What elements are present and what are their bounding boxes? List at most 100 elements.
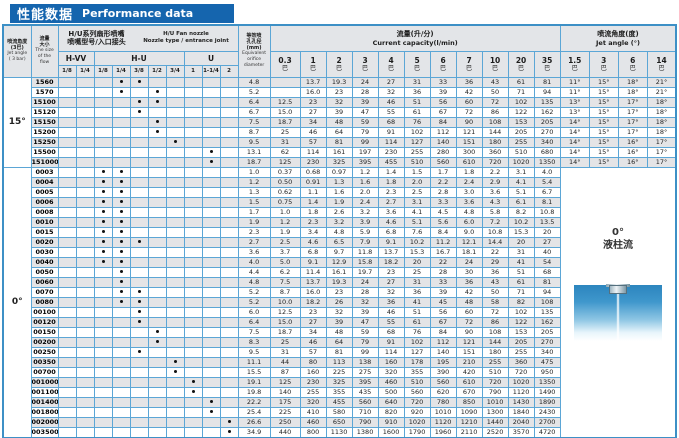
- capacity-cell: 27: [377, 76, 405, 88]
- capacity-cell: 2520: [481, 426, 509, 438]
- jet-angle-block-header: 喷流角度(度) Jet angle (°): [559, 24, 677, 52]
- nozzle-joint-cell: [75, 376, 95, 388]
- nozzle-joint-cell: [183, 416, 203, 428]
- capacity-cell: 94: [533, 86, 561, 98]
- capacity-cell: 58: [481, 296, 509, 308]
- nozzle-joint-cell: [75, 136, 95, 148]
- capacity-cell: 94: [533, 286, 561, 298]
- nozzle-joint-cell: [183, 316, 203, 328]
- nozzle-joint-cell: [201, 326, 221, 338]
- nozzle-joint-cell: [129, 136, 149, 148]
- capacity-cell: 81: [533, 276, 561, 288]
- nozzle-type-block-header: H/U系列扇形喷嘴 喷嘴型号/入口接头 H/U Fan nozzle Nozzl…: [57, 24, 239, 52]
- jet-angle-cell: 14°: [559, 116, 590, 128]
- selection-dot: [173, 140, 177, 144]
- nozzle-joint-cell: [57, 76, 77, 88]
- capacity-cell: 61: [403, 106, 431, 118]
- selection-dot: [155, 100, 159, 104]
- capacity-cell: 48: [455, 296, 483, 308]
- capacity-cell: 3.2: [325, 216, 353, 228]
- pressure-value: 6: [630, 55, 636, 65]
- nozzle-joint-cell: [93, 146, 113, 158]
- capacity-cell: 3.2: [351, 206, 379, 218]
- capacity-cell: 1350: [533, 376, 561, 388]
- flow-size-cell: 0004: [30, 176, 59, 188]
- jet-pressure-header-1.5: 1.5 巴: [559, 50, 590, 78]
- nozzle-joint-cell: [93, 76, 113, 88]
- capacity-cell: 57: [299, 136, 327, 148]
- selection-dot: [101, 210, 105, 214]
- capacity-cell: 55: [377, 316, 405, 328]
- nozzle-joint-cell: [183, 126, 203, 138]
- capacity-cell: 24: [455, 256, 483, 268]
- capacity-cell: 11.8: [351, 246, 379, 258]
- nozzle-joint-cell: [75, 106, 95, 118]
- capacity-cell: 135: [533, 306, 561, 318]
- capacity-cell: 48: [325, 326, 353, 338]
- orifice-diameter-cell: 1.7: [237, 206, 271, 218]
- table-row: 001100 19.8 140 255 355 435 500 560 620 670 790 112…: [3, 386, 676, 398]
- nozzle-joint-cell: [147, 196, 167, 208]
- table-row: 15° 1560 4.8 13.7 19.3 24 27 31 33 36 43 61 81 11° 15°…: [2, 76, 677, 168]
- capacity-cell: 255: [507, 136, 535, 148]
- nozzle-joint-cell: [219, 196, 239, 208]
- orifice-diameter-cell: 1.5: [237, 196, 271, 208]
- capacity-cell: 112: [429, 336, 457, 348]
- capacity-cell: 270: [533, 336, 561, 348]
- capacity-cell: 0.75: [269, 196, 301, 208]
- nozzle-joint-cell: [75, 236, 95, 248]
- nozzle-joint-cell: [93, 126, 113, 138]
- nozzle-joint-cell: [219, 146, 239, 158]
- capacity-cell: 60: [455, 96, 483, 108]
- capacity-cell: 12.1: [455, 236, 483, 248]
- capacity-cell: 31: [269, 346, 301, 358]
- nozzle-joint-cell: [201, 96, 221, 108]
- capacity-cell: 6.2: [269, 266, 301, 278]
- flow-size-cell: 00700: [30, 366, 59, 378]
- nozzle-joint-cell: [201, 416, 221, 428]
- capacity-cell: 9.1: [299, 256, 327, 268]
- nozzle-joint-cell: [147, 96, 167, 108]
- nozzle-joint-cell: [219, 276, 239, 288]
- straight-jet-panel-content: 0° 液柱流: [561, 168, 675, 341]
- nozzle-joint-cell: [165, 416, 185, 428]
- joint-size-header-U-1-1/4: 1-1/4: [201, 64, 221, 78]
- nozzle-joint-cell: [57, 356, 77, 368]
- capacity-cell: 42: [455, 286, 483, 298]
- capacity-cell: 27: [377, 276, 405, 288]
- selection-dot: [119, 230, 123, 234]
- orifice-diameter-cell: 1.2: [237, 176, 271, 188]
- flow-size-cell: 00200: [30, 336, 59, 348]
- nozzle-joint-cell: [111, 96, 131, 108]
- nozzle-joint-cell: [219, 406, 239, 418]
- capacity-cell: 1010: [429, 406, 457, 418]
- nozzle-joint-cell: [201, 136, 221, 148]
- capacity-cell: 500: [377, 386, 405, 398]
- capacity-cell: 22: [429, 256, 457, 268]
- nozzle-stream: [616, 293, 620, 341]
- capacity-cell: 72: [455, 316, 483, 328]
- capacity-cell: [269, 86, 301, 98]
- jet-angle-cell: 13°: [559, 96, 590, 108]
- orifice-diameter-cell: 5.2: [237, 286, 271, 298]
- nozzle-joint-cell: [183, 206, 203, 218]
- nozzle-joint-cell: [57, 326, 77, 338]
- nozzle-joint-cell: [129, 336, 149, 348]
- capacity-cell: 30: [455, 266, 483, 278]
- flow-size-cell: 0010: [30, 216, 59, 228]
- capacity-cell: 39: [429, 86, 457, 98]
- jet-pressure-header-14: 14 巴: [646, 50, 677, 78]
- capacity-pressure-header-10: 10 巴: [481, 50, 509, 78]
- nozzle-joint-cell: [201, 76, 221, 88]
- capacity-cell: 11.4: [299, 266, 327, 278]
- capacity-cell: 68: [377, 326, 405, 338]
- nozzle-joint-cell: [111, 346, 131, 358]
- nozzle-joint-cell: [129, 356, 149, 368]
- bar-unit-label: 巴: [600, 64, 607, 72]
- table-row: 0015 2.3 1.9 3.4 4.8 5.9 6.8 7.6 8.4 9.0 10.8 15.3 2…: [3, 226, 676, 238]
- nozzle-joint-cell: [147, 426, 167, 438]
- selection-dot: [119, 260, 123, 264]
- nozzle-joint-cell: [111, 166, 131, 178]
- capacity-cell: 33: [429, 276, 457, 288]
